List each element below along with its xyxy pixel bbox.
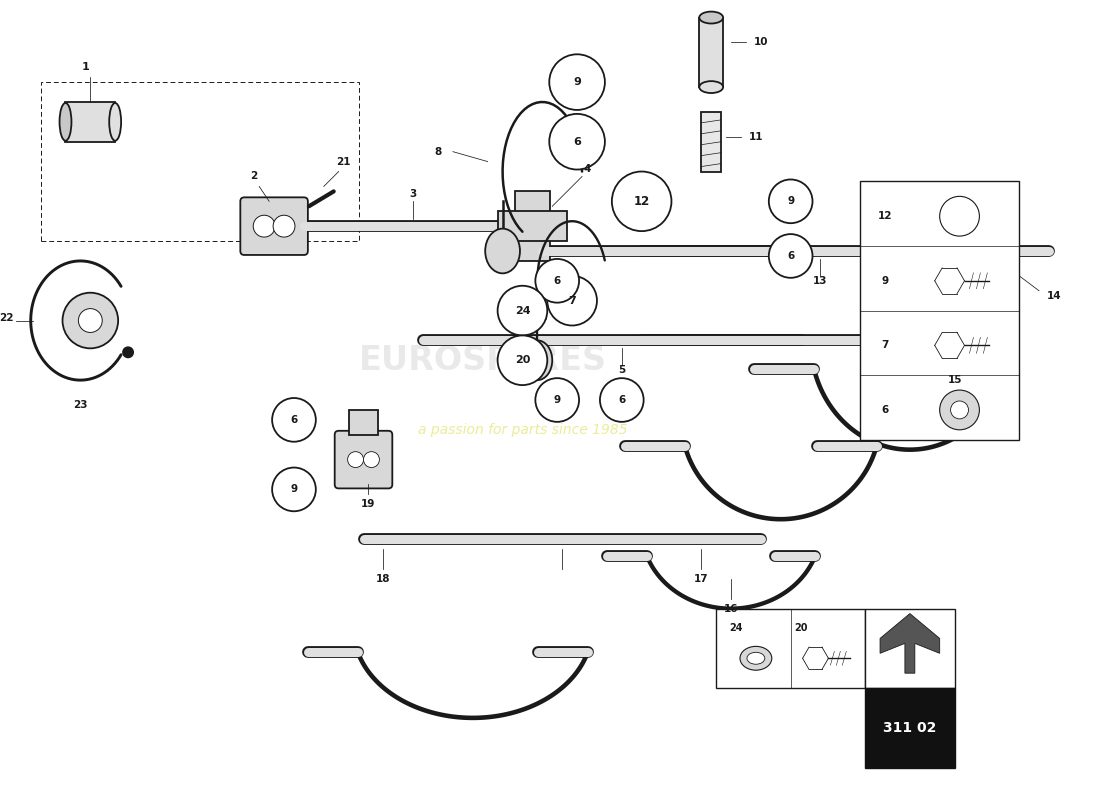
Ellipse shape [59, 103, 72, 141]
Text: 6: 6 [786, 251, 794, 261]
Circle shape [272, 467, 316, 511]
Text: 9: 9 [788, 196, 794, 206]
Text: 20: 20 [794, 623, 807, 634]
FancyBboxPatch shape [334, 430, 393, 489]
Text: 7: 7 [881, 340, 889, 350]
Circle shape [348, 452, 363, 467]
Circle shape [78, 309, 102, 333]
Text: 4: 4 [583, 163, 591, 174]
Bar [702, 112, 722, 171]
Text: 9: 9 [290, 485, 297, 494]
Text: 12: 12 [634, 195, 650, 208]
Text: 14: 14 [1046, 290, 1062, 301]
Text: 12: 12 [878, 211, 892, 222]
Bar [866, 688, 955, 767]
Bar [349, 410, 378, 434]
Text: 6: 6 [553, 276, 561, 286]
Text: 13: 13 [813, 276, 827, 286]
Ellipse shape [747, 652, 764, 664]
Text: 9: 9 [553, 395, 561, 405]
Text: 15: 15 [947, 375, 961, 385]
Circle shape [549, 114, 605, 170]
Bar [41, 82, 359, 241]
Circle shape [950, 401, 968, 419]
Text: 11: 11 [749, 132, 763, 142]
Text: 1: 1 [81, 62, 89, 72]
Text: 18: 18 [376, 574, 390, 584]
Ellipse shape [522, 340, 552, 380]
Text: 24: 24 [729, 623, 743, 634]
Circle shape [939, 196, 979, 236]
Circle shape [536, 378, 579, 422]
Circle shape [939, 390, 979, 430]
Text: 21: 21 [337, 157, 351, 166]
Circle shape [549, 54, 605, 110]
Text: 3: 3 [409, 190, 417, 199]
Text: 8: 8 [434, 146, 441, 157]
Bar [866, 609, 955, 688]
Circle shape [548, 276, 597, 326]
Text: 17: 17 [694, 574, 708, 584]
Ellipse shape [485, 229, 520, 274]
Circle shape [253, 215, 275, 237]
Text: 24: 24 [515, 306, 530, 315]
Text: 2: 2 [251, 171, 257, 182]
Ellipse shape [109, 103, 121, 141]
Text: 6: 6 [573, 137, 581, 146]
Text: 6: 6 [290, 415, 298, 425]
Circle shape [272, 398, 316, 442]
Text: 10: 10 [754, 38, 768, 47]
Bar [497, 211, 568, 241]
Text: 22: 22 [0, 313, 13, 322]
Circle shape [122, 346, 134, 358]
FancyBboxPatch shape [240, 198, 308, 255]
Bar [515, 191, 550, 261]
Text: a passion for parts since 1985: a passion for parts since 1985 [418, 423, 627, 437]
Circle shape [769, 234, 813, 278]
Text: 5: 5 [618, 365, 626, 375]
Text: 9: 9 [881, 276, 889, 286]
Circle shape [769, 179, 813, 223]
Circle shape [536, 259, 579, 302]
Circle shape [273, 215, 295, 237]
Text: 9: 9 [573, 77, 581, 87]
Ellipse shape [700, 81, 723, 93]
Circle shape [497, 335, 548, 385]
Ellipse shape [740, 646, 772, 670]
Text: 311 02: 311 02 [883, 721, 936, 735]
Text: 6: 6 [881, 405, 889, 415]
Ellipse shape [700, 11, 723, 23]
Bar [860, 182, 1019, 440]
Circle shape [600, 378, 643, 422]
Text: 6: 6 [618, 395, 626, 405]
Circle shape [63, 293, 118, 348]
Text: 23: 23 [73, 400, 88, 410]
Text: 20: 20 [515, 355, 530, 366]
Circle shape [363, 452, 379, 467]
Polygon shape [66, 102, 116, 142]
Text: EUROSPARES: EUROSPARES [359, 344, 607, 377]
Polygon shape [880, 614, 939, 673]
Text: 7: 7 [569, 296, 576, 306]
Text: 16: 16 [724, 604, 738, 614]
Circle shape [612, 171, 671, 231]
Bar [700, 18, 723, 87]
Bar [716, 609, 866, 688]
Circle shape [497, 286, 548, 335]
Text: 19: 19 [361, 499, 376, 510]
